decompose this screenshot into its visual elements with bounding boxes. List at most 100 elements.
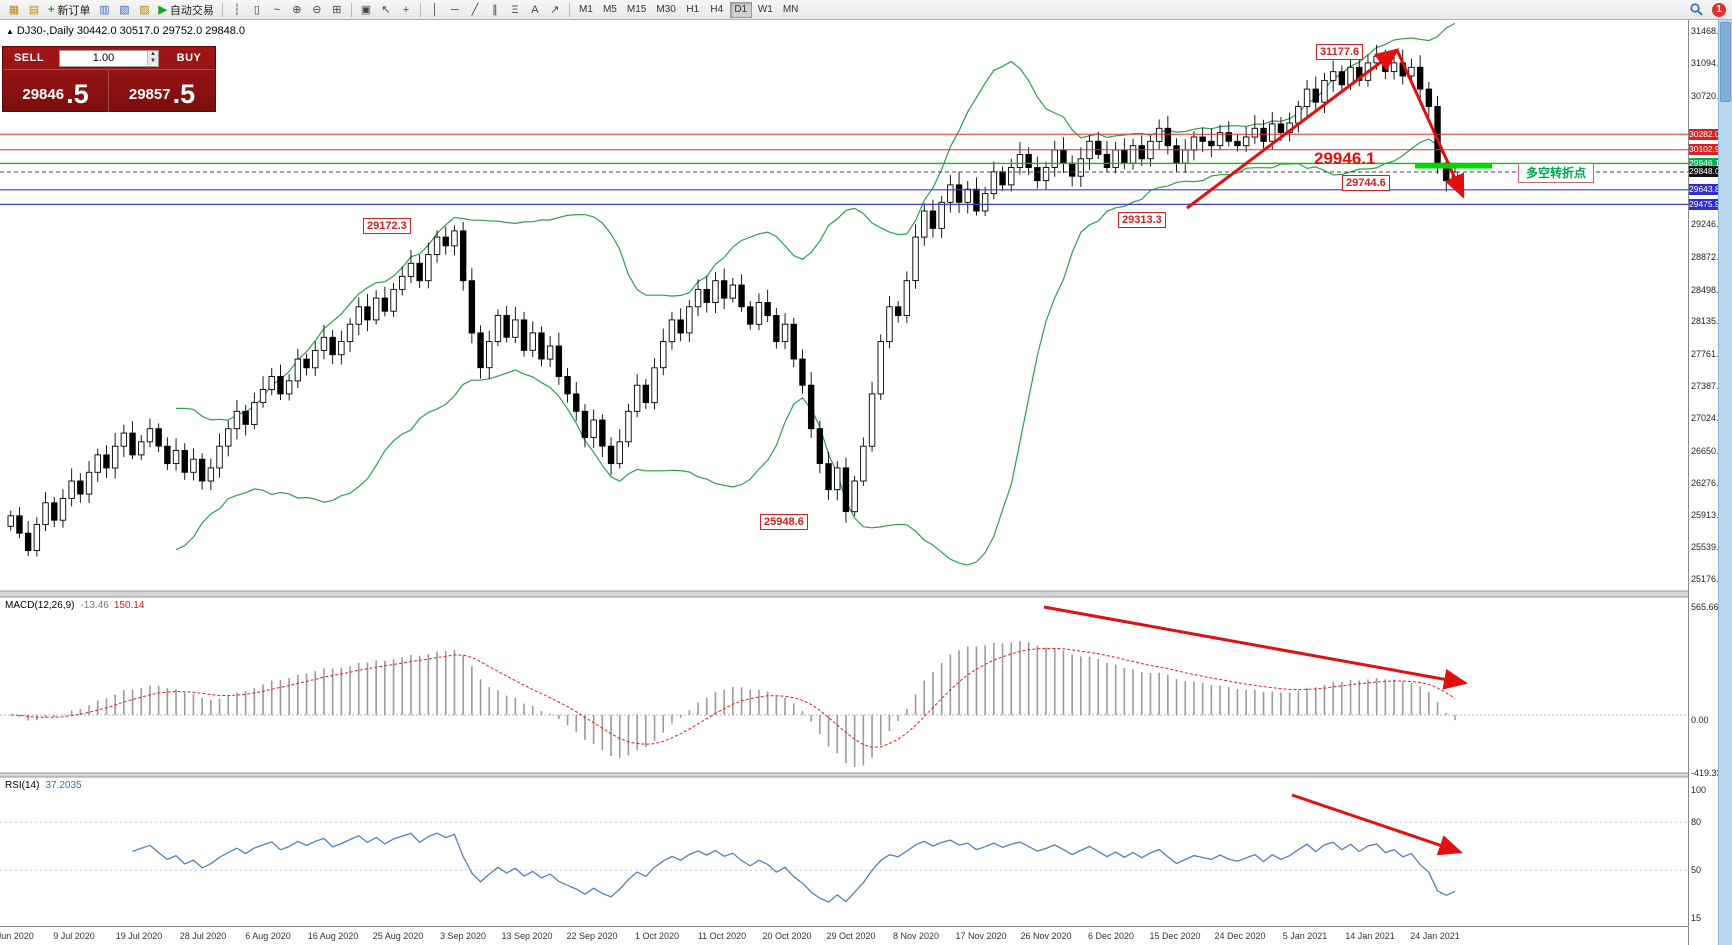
price-annotation[interactable]: 29172.3 [363,218,411,234]
collapse-triangle-icon[interactable]: ▲ [6,27,14,36]
time-axis[interactable]: 30 Jun 2020 9 Jul 2020 19 Jul 2020 28 Jul 2… [0,926,1688,945]
toolbar-separator [350,2,352,17]
macd-axis-label: -419.33 [1691,768,1722,778]
new-order-button-label: 新订单 [57,4,91,17]
timeframe-button-m30[interactable]: M30 [656,4,676,15]
time-axis-label: 8 Nov 2020 [892,931,940,941]
price-tag: 29946.1 [1689,158,1719,169]
new-chart-icon[interactable]: ▦ [8,4,20,16]
vertical-line-icon[interactable]: │ [431,3,439,16]
search-icon[interactable] [1687,1,1706,18]
terminal-icon[interactable]: ▨ [139,4,150,16]
time-axis-label: 29 Oct 2020 [826,931,876,941]
trendline-icon[interactable]: ╱ [471,4,479,16]
price-axis-label: 28498.0 [1691,285,1724,295]
timeframe-button-m15[interactable]: M15 [626,4,647,15]
time-axis-label: 19 Jul 2020 [115,931,163,941]
line-chart-icon[interactable]: ~ [273,3,281,16]
volume-value[interactable]: 1.00 [92,52,115,64]
timeframe-button-d1[interactable]: D1 [729,1,752,18]
time-axis-label: 9 Jul 2020 [53,931,95,941]
one-click-trading-panel: SELL 1.00 ▲ ▼ BUY 29846 .5 29857 .5 [2,46,216,112]
new-order-button[interactable]: + 新订单 [45,1,93,18]
marketwatch-icon[interactable]: ▥ [99,4,110,16]
candlestick-icon[interactable]: ▯ [253,4,260,16]
sell-price[interactable]: 29846 .5 [3,70,109,112]
price-axis-label: 27387.0 [1691,381,1724,391]
price-annotation[interactable]: 29744.6 [1342,175,1390,191]
horizontal-line-icon[interactable]: ─ [451,3,459,16]
time-axis-label: 24 Dec 2020 [1214,931,1266,941]
channel-icon[interactable]: ∥ [492,4,498,16]
toolbar-right: 1 [1686,1,1728,18]
timeframe-button-w1[interactable]: W1 [757,4,773,15]
price-annotation[interactable]: 25948.6 [760,514,808,530]
time-axis-label: 1 Oct 2020 [634,931,680,941]
volume-down-button[interactable]: ▼ [148,58,158,65]
timeframe-button-m5[interactable]: M5 [602,4,617,15]
timeframe-button-h1[interactable]: H1 [686,4,700,15]
price-tag: 29475.9 [1689,199,1719,210]
vertical-scrollbar[interactable] [1718,20,1732,945]
price-axis-label: 25176.0 [1691,574,1724,584]
scrollbar-thumb[interactable] [1720,22,1731,102]
time-axis-label: 6 Aug 2020 [245,931,291,941]
volume-stepper[interactable]: 1.00 ▲ ▼ [59,49,159,67]
price-axis-label: 27024.0 [1691,413,1724,423]
crosshair-icon[interactable]: + [402,3,410,16]
time-axis-label: 14 Jan 2021 [1345,931,1395,941]
key-price-label[interactable]: 29946.1 [1314,149,1376,168]
autotrade-button-label: 自动交易 [169,4,214,17]
auto-arrange-icon[interactable]: ▣ [360,4,372,16]
notification-badge[interactable]: 1 [1712,2,1726,17]
time-axis-label: 16 Aug 2020 [307,931,359,941]
turning-point-note[interactable]: 多空转折点 [1518,163,1595,183]
time-axis-label: 22 Sep 2020 [566,931,618,941]
rsi-line [132,832,1456,903]
price-axis[interactable]: 31468.0 31094.0 30720.0 29246.0 28872.0 28498… [1688,20,1724,945]
ohlc-text: DJ30-,Daily 30442.0 30517.0 29752.0 2984… [16,25,246,37]
trend-arrow [1043,605,1468,690]
time-axis-label: 5 Jan 2021 [1282,931,1328,941]
price-annotation[interactable]: 31177.6 [1316,44,1364,60]
price-chart[interactable] [0,20,1688,926]
time-axis-label: 30 Jun 2020 [0,931,34,941]
text-icon[interactable]: A [531,3,539,16]
price-tag: 30282.0 [1689,129,1719,140]
zoom-in-icon[interactable]: ⊕ [292,4,302,16]
arrows-icon[interactable]: ↗ [550,4,560,16]
macd-axis-label: 565.66 [1691,602,1719,612]
toolbar-separator [419,2,421,17]
buy-price[interactable]: 29857 .5 [128,79,196,109]
macd-signal-line [10,647,1456,748]
price-tag: 30102.9 [1689,144,1719,155]
bar-chart-icon[interactable]: ┆ [233,4,241,16]
chart-window: ▲ DJ30-,Daily 30442.0 30517.0 29752.0 298… [0,20,1688,926]
price-annotation[interactable]: 29313.3 [1118,212,1166,228]
time-axis-label: 17 Nov 2020 [955,931,1007,941]
price-axis-label: 30720.0 [1691,91,1724,101]
price-axis-label: 29246.0 [1691,219,1724,229]
volume-up-button[interactable]: ▲ [148,51,158,58]
zoom-out-icon[interactable]: ⊖ [312,4,322,16]
sell-button[interactable]: SELL [13,52,45,64]
timeframe-button-mn[interactable]: MN [782,4,799,15]
profiles-icon[interactable]: ▤ [28,4,40,16]
timeframe-button-h4[interactable]: H4 [710,4,724,15]
time-axis-label: 11 Oct 2020 [697,931,747,941]
rsi-axis-label: 100 [1691,785,1707,795]
buy-button[interactable]: BUY [176,52,202,64]
price-axis-label: 26276.0 [1691,478,1724,488]
navigator-icon[interactable]: ▧ [119,4,130,16]
time-axis-label: 20 Oct 2020 [762,931,812,941]
trend-arrow [1291,793,1463,856]
tile-windows-icon[interactable]: ⊞ [332,4,342,16]
cursor-icon[interactable]: ↖ [381,4,391,16]
fibonacci-icon[interactable]: Ξ [511,3,519,16]
timeframe-button-m1[interactable]: M1 [578,4,593,15]
price-axis-label: 25913.0 [1691,510,1724,520]
price-axis-label: 27761.0 [1691,349,1724,359]
time-axis-label: 15 Dec 2020 [1149,931,1201,941]
autotrade-button[interactable]: ▶ 自动交易 [155,1,216,18]
toolbar-separator [221,2,223,17]
